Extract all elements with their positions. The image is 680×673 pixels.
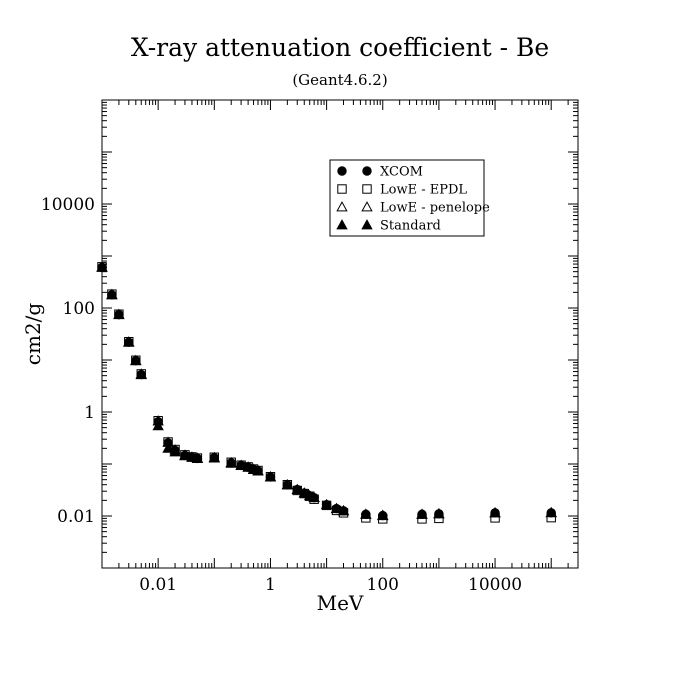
x-tick-label: 1	[265, 575, 276, 595]
legend: XCOM LowE - EPDL LowE - penelope Standard	[329, 159, 490, 237]
legend-item: LowE - EPDL	[337, 183, 467, 198]
data-point	[545, 506, 557, 518]
x-tick-label: 10000	[468, 575, 522, 595]
chart-subtitle: (Geant4.6.2)	[292, 71, 387, 89]
x-axis-label: MeV	[317, 591, 364, 615]
data-point	[416, 508, 428, 519]
data-point	[135, 368, 147, 380]
data-point	[96, 261, 108, 272]
data-point	[291, 483, 303, 495]
legend-label: Standard	[380, 219, 441, 234]
data-point	[308, 491, 320, 503]
legend-marker	[361, 201, 373, 212]
legend-label: XCOM	[380, 165, 423, 180]
data-point	[130, 355, 142, 366]
data-point	[337, 505, 350, 516]
data-point	[433, 507, 445, 519]
data-points	[96, 261, 557, 524]
legend-item: LowE - penelope	[336, 201, 490, 216]
x-tick-label: 0.01	[139, 575, 177, 595]
legend-marker	[336, 219, 348, 230]
plot-frame	[101, 99, 579, 569]
y-axis-label: cm2/g	[21, 303, 45, 366]
data-point	[106, 289, 118, 300]
series-4	[96, 261, 557, 521]
data-point	[281, 479, 294, 490]
x-tick-label: 100	[367, 575, 399, 595]
legend-marker	[362, 166, 372, 176]
y-tick-label: 100	[63, 299, 95, 319]
y-tick-label: 1	[84, 403, 95, 423]
data-point	[242, 461, 254, 472]
legend-item: Standard	[336, 219, 441, 234]
legend-item: XCOM	[337, 165, 423, 180]
data-point	[489, 507, 501, 518]
data-point	[123, 336, 135, 347]
data-point	[360, 508, 372, 519]
axes: 0.01 1 100 10000 0.01 1 100 10000	[41, 99, 579, 595]
data-point	[152, 420, 164, 431]
data-point	[235, 459, 247, 471]
legend-marker	[336, 201, 348, 212]
legend-marker	[361, 219, 373, 230]
legend-marker	[337, 166, 347, 176]
series-3	[96, 261, 557, 520]
data-point	[377, 509, 389, 521]
y-tick-label: 0.01	[57, 507, 95, 527]
data-point	[113, 308, 125, 320]
y-tick-label: 10000	[41, 195, 95, 215]
data-point	[330, 502, 343, 514]
data-point	[320, 498, 333, 510]
data-point	[191, 452, 204, 463]
legend-label: LowE - penelope	[380, 201, 490, 216]
chart-title: X-ray attenuation coefficient - Be	[131, 33, 549, 62]
data-point	[179, 450, 191, 461]
legend-marker	[362, 184, 372, 194]
series-2	[97, 262, 556, 524]
data-point	[264, 471, 277, 482]
data-point	[252, 465, 264, 476]
data-point	[225, 457, 237, 468]
legend-label: LowE - EPDL	[380, 183, 467, 198]
data-point	[298, 487, 310, 498]
series-1	[97, 262, 556, 521]
data-point	[162, 442, 174, 453]
legend-box	[329, 159, 485, 237]
data-point	[208, 452, 220, 463]
data-point	[169, 446, 181, 457]
legend-marker	[337, 184, 347, 194]
